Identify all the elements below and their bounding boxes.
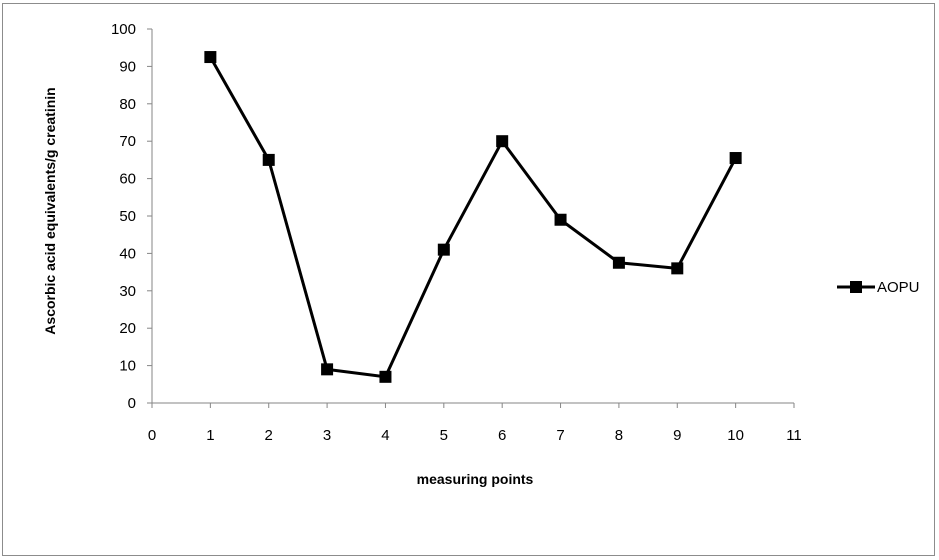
y-tick-label: 100 [111,21,136,38]
data-point-marker [321,363,334,376]
y-tick-label: 70 [119,133,136,150]
x-axis-ticks: 0 1 2 3 4 5 6 7 8 9 10 11 [148,403,802,444]
legend-square-marker [850,281,862,293]
y-tick-label: 50 [119,208,136,225]
x-tick-label: 2 [265,427,273,444]
x-tick-label: 4 [381,427,389,444]
y-axis-ticks: 0 10 20 30 40 50 60 70 80 90 100 [111,21,152,412]
x-tick-label: 5 [440,427,448,444]
data-point-marker [554,213,567,226]
data-point-marker [437,243,450,256]
series-aopu [204,51,742,383]
y-tick-label: 10 [119,358,136,375]
y-axis-title: Ascorbic acid equivalents/g creatinin [42,87,58,334]
y-tick-label: 80 [119,96,136,113]
data-point-marker [612,256,625,269]
x-tick-label: 11 [786,427,802,444]
x-tick-label: 9 [673,427,681,444]
y-tick-label: 0 [128,395,136,412]
x-tick-label: 0 [148,427,156,444]
y-tick-label: 30 [119,283,136,300]
data-point-marker [671,262,684,275]
legend: AOPU [837,279,920,296]
y-tick-label: 40 [119,245,136,262]
data-point-marker [262,153,275,166]
x-tick-label: 3 [323,427,331,444]
line-chart: 0 10 20 30 40 50 60 70 80 90 100 0 1 2 3 4 5 6 7 8 9 10 11 As… [42,21,920,487]
x-tick-label: 8 [615,427,623,444]
data-point-marker [379,370,392,383]
data-point-marker [496,135,509,148]
x-tick-label: 6 [498,427,506,444]
x-tick-label: 10 [727,427,744,444]
y-tick-label: 20 [119,320,136,337]
data-point-marker [204,51,217,64]
legend-label-aopu: AOPU [877,279,920,296]
y-tick-label: 60 [119,171,136,188]
axes [151,29,794,404]
x-tick-label: 1 [206,427,214,444]
y-tick-label: 90 [119,58,136,75]
series-line [209,56,737,379]
data-point-marker [729,152,742,165]
x-tick-label: 7 [556,427,564,444]
chart-frame: 0 10 20 30 40 50 60 70 80 90 100 0 1 2 3 4 5 6 7 8 9 10 11 As… [2,3,935,556]
x-axis-title: measuring points [417,471,534,487]
